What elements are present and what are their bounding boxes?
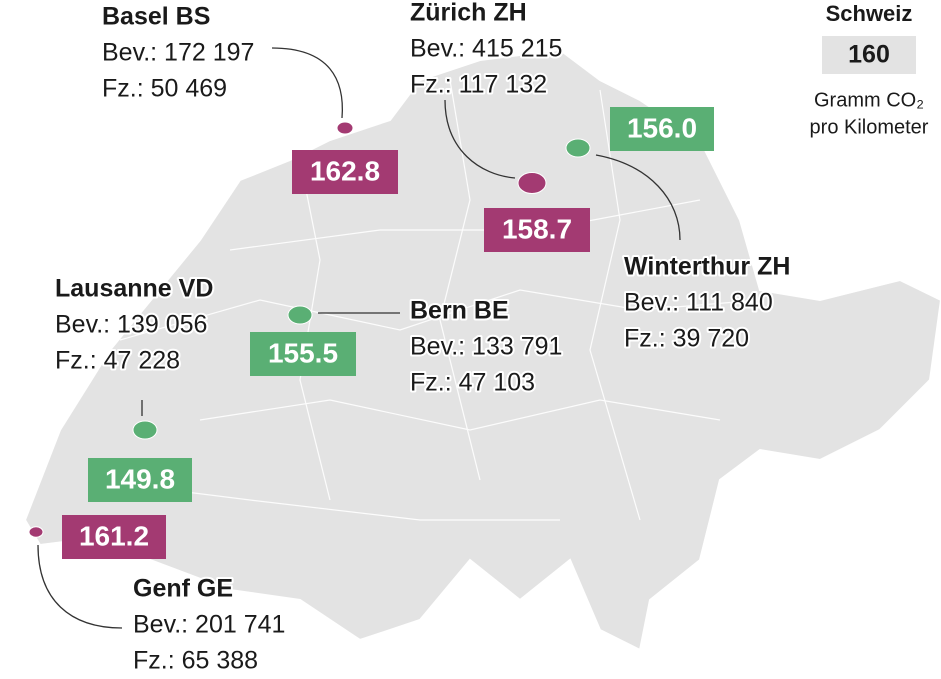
population: Bev.: 415 215 [410, 35, 562, 63]
vehicles: Fz.: 47 103 [410, 369, 535, 397]
city-shape [565, 138, 591, 158]
legend-unit: Gramm CO₂ [814, 89, 924, 111]
value-box [250, 332, 356, 376]
value-label: 156.0 [627, 112, 697, 143]
population: Bev.: 133 791 [410, 333, 562, 361]
population: Bev.: 139 056 [55, 311, 207, 339]
city-shape [336, 121, 354, 135]
value-label: 162.8 [310, 155, 380, 186]
population: Bev.: 172 197 [102, 39, 254, 67]
city-shape [132, 420, 158, 440]
vehicles: Fz.: 65 388 [133, 647, 258, 675]
legend-unit: pro Kilometer [810, 116, 929, 138]
leader-line [271, 47, 344, 119]
legend-title: Schweiz [826, 1, 913, 26]
value-box [88, 458, 192, 502]
city-name: Lausanne VD [55, 275, 213, 303]
leader-line [37, 544, 123, 629]
city-shape [287, 305, 313, 325]
city-shape [517, 172, 547, 194]
population: Bev.: 111 840 [624, 289, 773, 317]
city-name: Winterthur ZH [624, 253, 790, 281]
value-box [292, 150, 398, 194]
population: Bev.: 201 741 [133, 611, 285, 639]
value-box [62, 515, 166, 559]
value-box [610, 107, 714, 151]
legend-box [822, 36, 916, 74]
leader-line [444, 99, 516, 179]
vehicles: Fz.: 47 228 [55, 347, 180, 375]
city-name: Basel BS [102, 3, 210, 31]
city-name: Bern BE [410, 297, 509, 325]
city-shape [28, 526, 44, 538]
value-label: 149.8 [105, 463, 175, 494]
leader-line [595, 154, 681, 241]
value-label: 158.7 [502, 213, 572, 244]
value-label: 155.5 [268, 337, 338, 368]
value-box [484, 208, 590, 252]
vehicles: Fz.: 50 469 [102, 75, 227, 103]
annotations: 162.8 Basel BS Bev.: 172 197 Fz.: 50 469 158… [28, 0, 792, 677]
legend-value: 160 [848, 41, 890, 69]
city-name: Zürich ZH [410, 0, 527, 27]
vehicles: Fz.: 117 132 [410, 71, 547, 99]
city-name: Genf GE [133, 575, 233, 603]
vehicles: Fz.: 39 720 [624, 325, 749, 353]
value-label: 161.2 [79, 520, 149, 551]
